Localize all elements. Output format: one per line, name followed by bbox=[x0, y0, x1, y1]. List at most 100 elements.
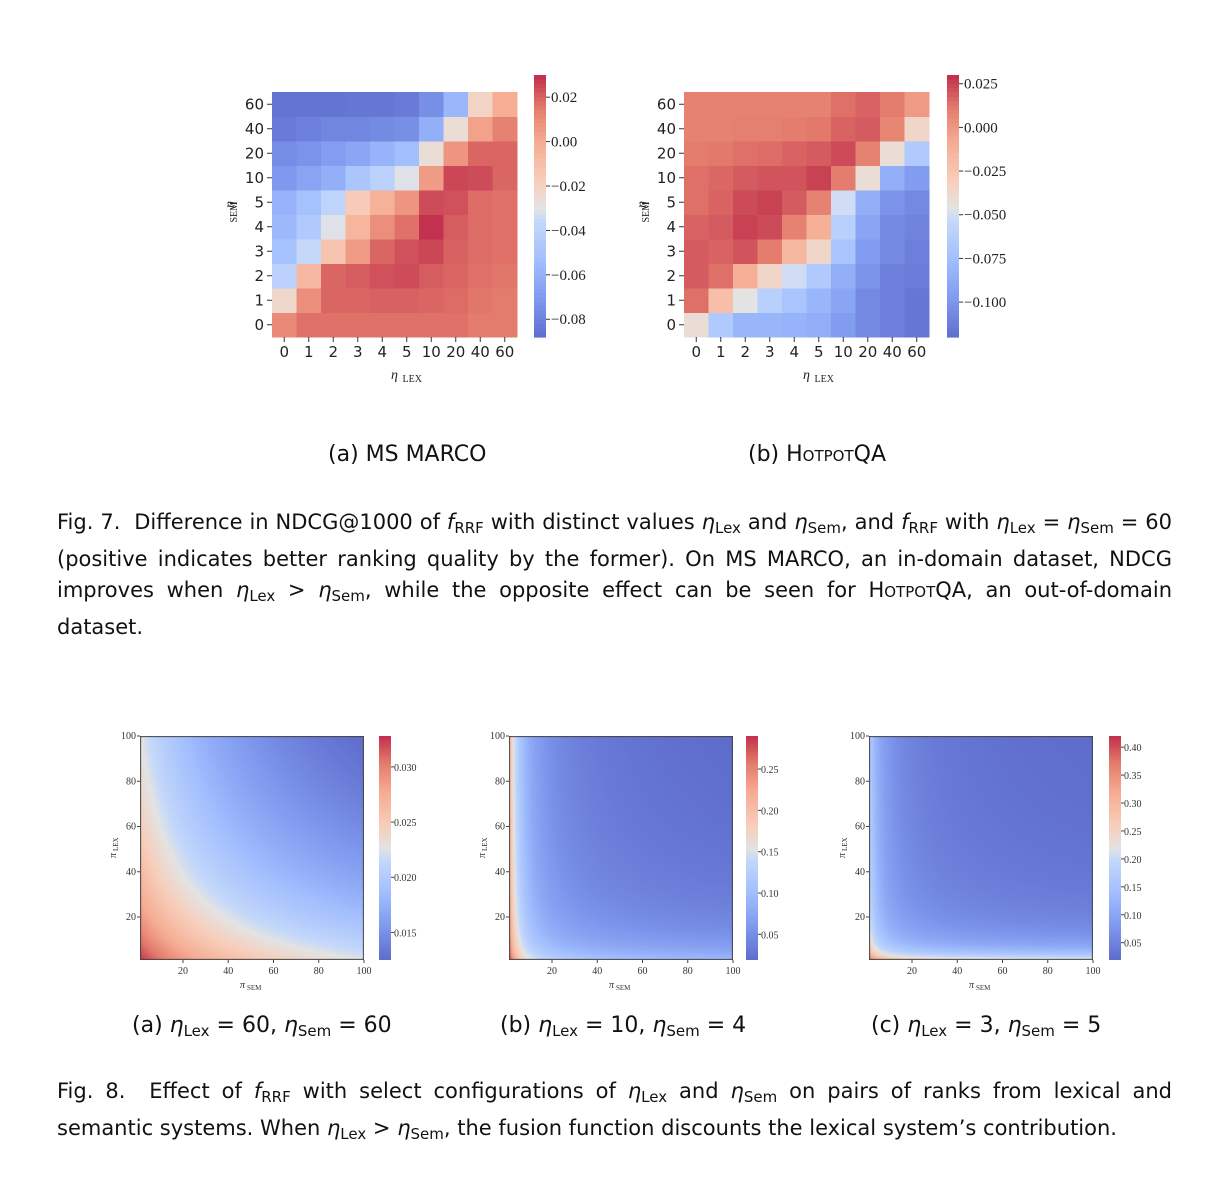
heatmap-cell bbox=[443, 116, 469, 142]
x-tick-label: 60 bbox=[268, 966, 278, 977]
colorbar-step bbox=[534, 310, 546, 316]
y-tick-label: 60 bbox=[126, 822, 136, 833]
colorbar-step bbox=[947, 319, 959, 325]
y-tick-label: 3 bbox=[666, 242, 676, 260]
heatmap-cell bbox=[855, 288, 881, 313]
heatmap-cell bbox=[345, 116, 371, 142]
heatmap-cell bbox=[855, 165, 881, 191]
heatmap-cell bbox=[492, 116, 518, 142]
heatmap-cell bbox=[296, 165, 322, 191]
heatmap-cell bbox=[492, 288, 518, 313]
heatmap-cell bbox=[904, 190, 930, 215]
colorbar-tick-label: 0.20 bbox=[1124, 855, 1142, 866]
heatmap-cell bbox=[345, 92, 371, 117]
heatmap-cell bbox=[831, 312, 856, 338]
heatmap-cell bbox=[904, 214, 930, 240]
fig8c-subcaption: (c) ηLex = 3, ηSem = 5 bbox=[871, 1013, 1102, 1040]
heatmap-cell bbox=[855, 92, 881, 117]
colorbar-step bbox=[534, 210, 546, 216]
heatmap-cell bbox=[904, 141, 930, 166]
y-axis-label-pi: π bbox=[108, 852, 119, 858]
heatmap-cell bbox=[321, 288, 346, 313]
colorbar-step bbox=[947, 214, 959, 220]
colorbar-step bbox=[947, 123, 959, 128]
heatmap-cell bbox=[806, 239, 832, 264]
fig7-caption: Fig. 7. Difference in NDCG@1000 of fRRF … bbox=[57, 510, 1173, 639]
heatmap-cell bbox=[782, 239, 807, 264]
y-tick-label: 100 bbox=[490, 731, 505, 742]
x-axis-label: η bbox=[803, 368, 810, 383]
heatmap-cell bbox=[345, 165, 371, 191]
x-tick-label: 60 bbox=[907, 343, 926, 361]
colorbar-step bbox=[534, 293, 546, 299]
y-tick-label: 80 bbox=[855, 776, 865, 787]
heatmap-cell bbox=[806, 263, 832, 289]
x-tick-label: 3 bbox=[765, 343, 775, 361]
fig7-caption-label: Fig. 7. bbox=[57, 510, 121, 534]
colorbar-step bbox=[534, 118, 546, 124]
x-tick-label: 1 bbox=[304, 343, 314, 361]
fig8b-plot bbox=[509, 736, 733, 960]
heatmap-cell bbox=[468, 263, 493, 289]
heatmap-cell bbox=[880, 141, 905, 166]
heatmap-cell bbox=[492, 263, 518, 289]
heatmap-cell bbox=[370, 116, 395, 142]
heatmap-cell bbox=[831, 190, 856, 215]
x-tick-label: 4 bbox=[789, 343, 799, 361]
colorbar-step bbox=[534, 223, 546, 229]
heatmap-cell bbox=[272, 214, 297, 240]
heatmap-cell bbox=[880, 92, 905, 117]
x-tick-label: 80 bbox=[683, 966, 693, 977]
y-tick-label: 20 bbox=[657, 144, 676, 162]
x-tick-label: 40 bbox=[223, 966, 233, 977]
colorbar-step bbox=[534, 323, 546, 329]
heatmap-cell bbox=[345, 239, 371, 264]
heatmap-cell bbox=[443, 165, 469, 191]
heatmap-cell bbox=[296, 263, 322, 289]
heatmap-cell bbox=[394, 141, 420, 166]
heatmap-cell bbox=[321, 239, 346, 264]
heatmap-cell bbox=[370, 214, 395, 240]
heatmap-cell bbox=[296, 214, 322, 240]
y-tick-label: 20 bbox=[126, 912, 136, 923]
heatmap-cell bbox=[419, 92, 444, 117]
y-tick-label: 0 bbox=[254, 316, 264, 334]
x-axis-label-sub: SEM bbox=[616, 984, 631, 992]
heatmap-cell bbox=[782, 312, 807, 338]
colorbar-step bbox=[947, 105, 959, 111]
heatmap-cell bbox=[468, 214, 493, 240]
colorbar-step bbox=[534, 297, 546, 303]
heatmap-cell bbox=[321, 190, 346, 215]
colorbar-step bbox=[534, 179, 546, 185]
heatmap-cell bbox=[394, 263, 420, 289]
colorbar-step bbox=[534, 302, 546, 308]
x-axis-label: π bbox=[609, 980, 615, 991]
colorbar-step bbox=[947, 240, 959, 246]
colorbar-step bbox=[534, 75, 546, 80]
colorbar-step bbox=[534, 184, 546, 190]
heatmap-cell bbox=[468, 92, 493, 117]
heatmap-cell bbox=[394, 116, 420, 142]
heatmap-cell bbox=[468, 141, 493, 166]
heatmap-cell bbox=[806, 141, 832, 166]
heatmap-cell bbox=[443, 312, 469, 338]
colorbar-step bbox=[947, 144, 959, 150]
colorbar-step bbox=[947, 210, 959, 216]
heatmap-cell bbox=[684, 116, 709, 142]
x-axis-label-sub: LEX bbox=[403, 374, 423, 385]
heatmap-cell bbox=[806, 92, 832, 117]
colorbar-step bbox=[947, 184, 959, 190]
fig8b-subcaption: (b) ηLex = 10, ηSem = 4 bbox=[500, 1013, 747, 1040]
colorbar-step bbox=[534, 88, 546, 94]
colorbar-step bbox=[534, 232, 546, 238]
colorbar-step bbox=[947, 109, 959, 115]
heatmap-cell bbox=[468, 190, 493, 215]
colorbar-step bbox=[947, 79, 959, 85]
colorbar-step bbox=[947, 114, 959, 120]
x-tick-label: 80 bbox=[314, 966, 324, 977]
heatmap-cell bbox=[733, 92, 758, 117]
colorbar-step bbox=[534, 127, 546, 133]
x-tick-label: 3 bbox=[353, 343, 363, 361]
